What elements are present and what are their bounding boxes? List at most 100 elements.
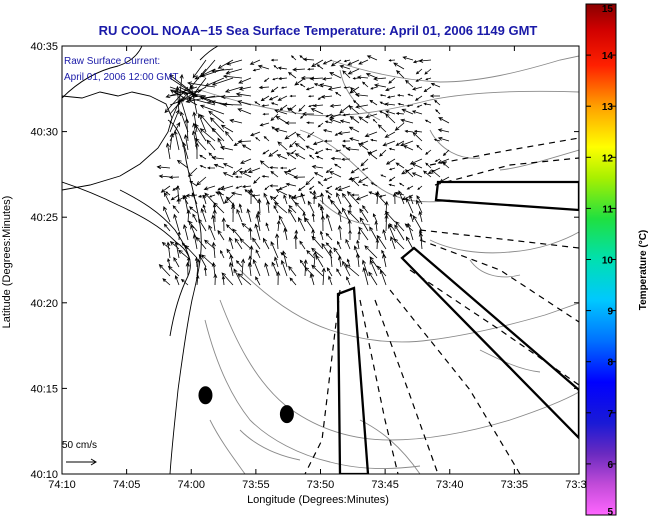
current-vector <box>328 248 333 268</box>
current-vector <box>257 198 262 214</box>
current-vector <box>222 102 243 107</box>
current-vector <box>352 100 360 106</box>
current-vector <box>203 185 216 191</box>
current-vector <box>422 170 432 178</box>
current-vector <box>415 77 423 82</box>
current-vector <box>228 261 234 277</box>
current-vector <box>348 105 360 115</box>
current-vector <box>258 85 270 90</box>
current-vector <box>195 274 200 286</box>
current-vector <box>268 95 279 101</box>
current-vector <box>277 66 288 70</box>
current-vector <box>385 113 396 124</box>
current-vector <box>392 192 397 205</box>
current-vector <box>237 139 252 144</box>
current-vector <box>294 201 306 214</box>
current-vector <box>380 174 387 178</box>
current-vector <box>174 241 180 259</box>
current-vector <box>423 86 432 93</box>
current-vector <box>372 118 378 124</box>
current-vector <box>228 236 234 250</box>
current-vector <box>364 131 378 138</box>
current-vector <box>262 112 270 116</box>
current-vector <box>335 149 342 152</box>
current-vector <box>259 122 270 127</box>
current-vector <box>320 192 325 205</box>
current-vector <box>413 129 423 133</box>
current-vector <box>298 104 306 112</box>
current-vector <box>343 86 351 89</box>
current-vector <box>263 77 270 82</box>
current-vector <box>187 167 198 177</box>
current-vector <box>288 265 297 277</box>
current-vector <box>368 271 378 286</box>
current-vector <box>326 267 333 277</box>
current-vector <box>198 253 207 268</box>
current-vector <box>411 163 423 169</box>
current-vector <box>255 213 261 232</box>
current-vector <box>167 258 171 268</box>
current-vector <box>165 191 171 196</box>
black-dot-marker <box>198 386 213 405</box>
current-vector <box>314 149 324 154</box>
current-vector <box>262 237 270 250</box>
y-axis-label: Latitude (Degrees:Minutes) <box>1 196 13 329</box>
current-vector <box>274 202 288 214</box>
current-vector <box>309 76 324 81</box>
current-vector <box>417 185 423 191</box>
current-vector <box>183 224 189 241</box>
current-vector <box>418 210 423 223</box>
current-vector <box>163 206 171 223</box>
current-vector <box>252 68 261 72</box>
current-vector <box>156 165 171 170</box>
current-vector <box>175 185 180 205</box>
current-vector <box>180 278 189 286</box>
current-vector <box>360 158 369 167</box>
current-vector <box>219 145 234 151</box>
current-vector <box>299 240 306 250</box>
current-vector <box>197 194 207 198</box>
current-vector <box>231 204 236 223</box>
current-vector <box>321 242 333 259</box>
current-vector <box>199 104 225 115</box>
colorbar-tick-label: 12 <box>602 153 614 164</box>
current-vector <box>312 103 324 108</box>
current-vector <box>317 181 324 187</box>
current-vector <box>358 116 369 124</box>
current-vector <box>199 165 207 169</box>
current-vector <box>260 95 270 102</box>
current-vector <box>302 211 306 223</box>
current-vector <box>365 73 378 79</box>
current-vector <box>322 59 333 65</box>
current-vector <box>194 137 207 151</box>
x-axis-label: Longitude (Degrees:Minutes) <box>247 494 389 506</box>
current-vector <box>357 230 361 241</box>
current-vector <box>233 268 243 286</box>
colorbar-tick-label: 9 <box>607 307 613 318</box>
current-vector <box>307 200 315 214</box>
current-vector <box>317 122 324 128</box>
current-vector <box>237 108 252 115</box>
current-vector <box>287 71 297 79</box>
scale-label: 50 cm/s <box>62 440 97 451</box>
current-vector <box>377 124 387 133</box>
current-vector <box>356 75 369 80</box>
current-vector <box>401 108 414 115</box>
current-vector <box>191 130 198 151</box>
current-vector <box>298 216 306 232</box>
current-vector <box>388 147 396 151</box>
current-vector <box>264 185 270 191</box>
current-vector <box>337 255 342 268</box>
current-vector <box>370 182 378 187</box>
current-vector <box>364 245 378 259</box>
current-vector <box>192 213 198 223</box>
current-vector <box>270 86 279 93</box>
current-vector <box>355 252 360 268</box>
current-vector <box>394 122 405 131</box>
y-tick-label: 40:20 <box>30 298 58 310</box>
current-vector <box>329 103 342 108</box>
current-vector <box>429 94 440 98</box>
current-vector <box>270 170 279 178</box>
current-vector <box>264 262 270 277</box>
current-vector <box>319 230 324 241</box>
